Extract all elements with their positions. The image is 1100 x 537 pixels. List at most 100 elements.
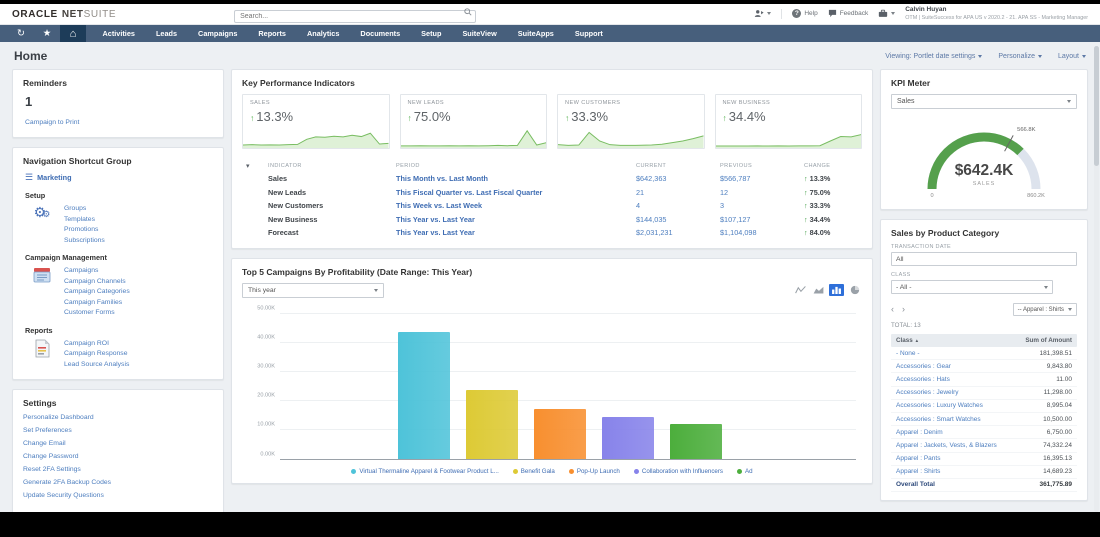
nav-item-suiteview[interactable]: SuiteView (462, 29, 497, 38)
company-menu[interactable] (878, 9, 896, 18)
category-class-link[interactable]: Apparel : Shirts (896, 468, 941, 476)
category-amount: 11.00 (1056, 375, 1072, 383)
nav-item-activities[interactable]: Activities (102, 29, 135, 38)
viewing-dropdown[interactable]: Viewing: Portlet date settings (885, 53, 983, 60)
kpi-current-link[interactable]: $2,031,231 (636, 228, 673, 238)
category-class-link[interactable]: Accessories : Jewelry (896, 389, 959, 397)
kpi-current-link[interactable]: $642,363 (636, 174, 667, 184)
scrollbar-thumb[interactable] (1094, 46, 1099, 166)
kpi-meter-select[interactable]: Sales (891, 94, 1077, 109)
kpi-period-link[interactable]: This Fiscal Quarter vs. Last Fiscal Quar… (396, 187, 543, 197)
chart-bar-pop-up-launch[interactable] (534, 408, 586, 459)
nav-item-setup[interactable]: Setup (421, 29, 442, 38)
shortcut-link-templates[interactable]: Templates (64, 215, 95, 223)
kpi-period-link[interactable]: This Year vs. Last Year (396, 214, 475, 224)
shortcut-link-campaigns[interactable]: Campaigns (64, 267, 99, 275)
shortcut-link-lead-source-analysis[interactable]: Lead Source Analysis (64, 360, 130, 368)
kpi-period-link[interactable]: This Month vs. Last Month (396, 174, 489, 184)
chart-bar-benefit-gala[interactable] (466, 389, 518, 459)
class-column-header[interactable]: Class ▲ (896, 337, 920, 344)
category-table-body: - None - 181,398.51 Accessories : Gear 9,84… (891, 347, 1077, 493)
search-input[interactable] (234, 10, 477, 23)
vertical-scrollbar[interactable] (1094, 46, 1099, 512)
category-class-link[interactable]: Apparel : Pants (896, 455, 941, 463)
nav-item-campaigns[interactable]: Campaigns (198, 29, 238, 38)
shortcut-link-campaign-channels[interactable]: Campaign Channels (64, 277, 126, 285)
kpi-tile-new-business[interactable]: NEW BUSINESS ↑ 34.4% (714, 94, 862, 149)
kpi-previous-link[interactable]: $1,104,098 (720, 228, 757, 238)
kpi-tile-new-customers[interactable]: NEW CUSTOMERS ↑ 33.3% (557, 94, 705, 149)
settings-link-personalize-dashboard[interactable]: Personalize Dashboard (23, 414, 94, 422)
nav-item-analytics[interactable]: Analytics (306, 29, 340, 38)
settings-link-set-preferences[interactable]: Set Preferences (23, 427, 72, 435)
category-class-link[interactable]: Accessories : Gear (896, 362, 951, 370)
kpi-current-link[interactable]: 21 (636, 187, 645, 197)
shortcut-link-campaign-response[interactable]: Campaign Response (64, 350, 128, 358)
shortcut-link-promotions[interactable]: Promotions (64, 226, 99, 234)
user-info[interactable]: Calvin Huyan OTM | SuiteSuccess for APA … (905, 6, 1088, 21)
shortcut-link-campaign-families[interactable]: Campaign Families (64, 298, 123, 306)
kpi-previous-link[interactable]: $107,127 (720, 214, 751, 224)
shortcut-link-customer-forms[interactable]: Customer Forms (64, 309, 115, 317)
category-class-link[interactable]: Accessories : Hats (896, 375, 950, 383)
next-page-button[interactable]: › (902, 304, 905, 314)
shortcut-link-campaign-roi[interactable]: Campaign ROI (64, 339, 109, 347)
recent-records-icon[interactable]: ↻ (17, 28, 25, 39)
category-page-select[interactable]: -- Apparel : Shirts (1012, 303, 1077, 316)
personalize-dropdown[interactable]: Personalize (998, 53, 1042, 60)
marketing-link[interactable]: Marketing (37, 173, 72, 182)
shortcuts-star-icon[interactable]: ★ (42, 28, 52, 39)
kpi-period-link[interactable]: This Week vs. Last Week (396, 201, 483, 211)
portlet-menu-caret[interactable]: ▾ (246, 163, 250, 170)
chart-bar-ad[interactable] (669, 424, 722, 459)
settings-link-generate-2fa-backup-codes[interactable]: Generate 2FA Backup Codes (23, 479, 112, 487)
roles-menu[interactable] (754, 9, 772, 18)
date-range-select[interactable]: This year (242, 282, 384, 298)
kpi-period-link[interactable]: This Year vs. Last Year (396, 228, 475, 238)
settings-link-reset-2fa-settings[interactable]: Reset 2FA Settings (23, 466, 81, 474)
caret-down-icon (1044, 285, 1048, 289)
area-chart-icon[interactable] (811, 284, 826, 296)
layout-dropdown[interactable]: Layout (1058, 53, 1086, 60)
category-class-link[interactable]: Accessories : Luxury Watches (896, 402, 983, 410)
page-header: Home Viewing: Portlet date settings Pers… (0, 42, 1100, 69)
home-icon[interactable]: ⌂ (60, 25, 86, 42)
nav-item-support[interactable]: Support (574, 29, 603, 38)
kpi-current-link[interactable]: 4 (636, 201, 641, 211)
class-select[interactable]: - All - (891, 280, 1053, 294)
category-class-link[interactable]: Accessories : Smart Watches (896, 415, 981, 423)
search-icon[interactable] (464, 7, 472, 16)
help-label: Help (804, 10, 818, 18)
chart-bar-virtual-thermaline-apparel-foo[interactable] (398, 332, 450, 459)
category-class-link[interactable]: - None - (896, 349, 920, 357)
help-menu[interactable]: ? Help (792, 9, 818, 19)
nav-item-suiteapps[interactable]: SuiteApps (517, 29, 554, 38)
chart-bar-collaboration-with-influencers[interactable] (601, 416, 654, 459)
feedback-menu[interactable]: Feedback (828, 9, 868, 18)
line-chart-icon[interactable] (793, 284, 808, 296)
category-class-link[interactable]: Apparel : Jackets, Vests, & Blazers (896, 441, 997, 449)
kpi-previous-link[interactable]: 12 (720, 187, 729, 197)
settings-link-change-password[interactable]: Change Password (23, 453, 79, 461)
nav-item-reports[interactable]: Reports (258, 29, 286, 38)
settings-link-update-security-questions[interactable]: Update Security Questions (23, 492, 104, 500)
kpi-previous-link[interactable]: 3 (720, 201, 725, 211)
kpi-current-link[interactable]: $144,035 (636, 214, 667, 224)
amount-column-header[interactable]: Sum of Amount (1025, 337, 1072, 344)
kpi-previous-link[interactable]: $566,787 (720, 174, 751, 184)
shortcut-link-subscriptions[interactable]: Subscriptions (64, 236, 105, 244)
pie-chart-icon[interactable] (847, 284, 862, 296)
shortcut-link-groups[interactable]: Groups (64, 205, 87, 212)
nav-item-documents[interactable]: Documents (360, 29, 401, 38)
nav-item-leads[interactable]: Leads (155, 29, 178, 38)
settings-link-change-email[interactable]: Change Email (23, 440, 66, 448)
category-class-link[interactable]: Apparel : Denim (896, 428, 943, 436)
bar-chart-icon[interactable] (829, 284, 844, 296)
reminder-link[interactable]: Campaign to Print (25, 119, 80, 126)
transaction-date-input[interactable]: All (891, 252, 1077, 266)
kpi-tile-new-leads[interactable]: NEW LEADS ↑ 75.0% (399, 94, 547, 149)
shortcut-link-campaign-categories[interactable]: Campaign Categories (64, 288, 130, 296)
category-amount: 9,843.80 (1046, 362, 1072, 370)
kpi-tile-sales[interactable]: SALES ↑ 13.3% (242, 94, 390, 149)
prev-page-button[interactable]: ‹ (891, 304, 894, 314)
